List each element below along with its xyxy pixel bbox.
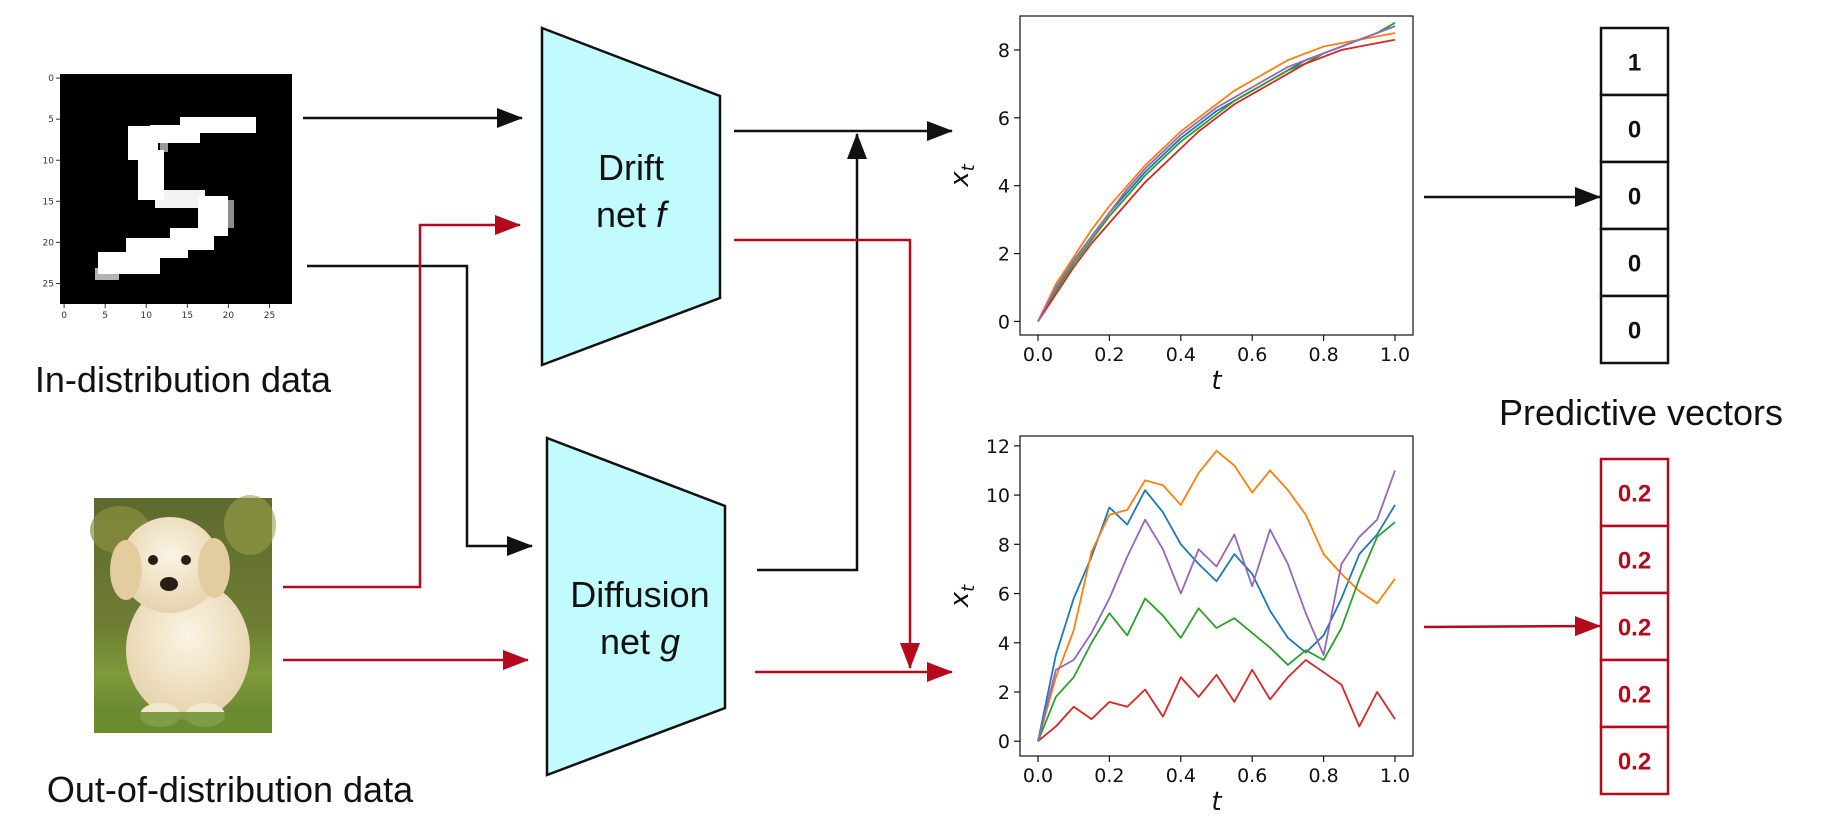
- x-tick-label: 0.6: [1237, 765, 1267, 787]
- digit-five-strokes: [95, 117, 256, 280]
- y-tick-label: 6: [998, 108, 1010, 130]
- vector-cell-value: 0.2: [1618, 548, 1651, 575]
- x-tick-label: 0.0: [1023, 765, 1053, 787]
- mnist-y-tick-label: 15: [43, 197, 54, 207]
- y-tick-label: 4: [998, 633, 1010, 655]
- x-tick-label: 0.8: [1308, 765, 1338, 787]
- y-tick-label: 2: [998, 682, 1010, 704]
- diffusion-trajectories-chart: 0.0 0.2 0.4 0.6 0.8 1.0 0 2 4 6 8 10 12 t xt: [945, 435, 1414, 817]
- x-tick-label: 0.4: [1166, 765, 1196, 787]
- y-tick-label: 8: [998, 534, 1010, 556]
- trajectory-line-2: [1037, 449, 1396, 742]
- mnist-x-tick-label: 0: [61, 311, 67, 321]
- y-tick-label: 6: [998, 584, 1010, 606]
- x-axis-label: t: [1211, 787, 1222, 817]
- vector-cell-value: 1: [1628, 50, 1641, 77]
- drift-net-block: Drift net f: [540, 26, 722, 367]
- x-tick-label: 1.0: [1380, 344, 1410, 366]
- y-tick-label: 4: [998, 176, 1010, 198]
- diffusion-to-top-plot-arrow: [757, 133, 867, 572]
- plot-frame: [1019, 15, 1414, 336]
- mnist-to-diffusion-arrow: [307, 264, 533, 556]
- vector-cell: [1599, 227, 1670, 298]
- trajectory-line-5: [1037, 25, 1396, 322]
- vector-cell: [1599, 524, 1670, 595]
- red-arrows: [283, 215, 1601, 682]
- out-of-distribution-caption: Out-of-distribution data: [47, 769, 414, 810]
- vector-cell-value: 0: [1628, 318, 1641, 345]
- trajectory-line-4: [1037, 38, 1396, 322]
- trajectory-line-2: [1037, 32, 1396, 322]
- plot-frame: [1019, 435, 1414, 757]
- x-tick-label: 0.4: [1166, 344, 1196, 366]
- trajectory-line-5: [1037, 470, 1396, 742]
- drift-net-label-line2: net f: [596, 194, 670, 235]
- mnist-y-tick-label: 5: [48, 115, 54, 125]
- y-axis-label: xt: [945, 163, 979, 187]
- bottom-plot-to-vector-arrow: [1423, 616, 1601, 637]
- vector-cell: [1599, 725, 1670, 796]
- drift-to-bottom-plot-arrow: [734, 238, 920, 669]
- mnist-y-tick-label: 25: [43, 279, 54, 289]
- y-tick-label: 12: [986, 436, 1010, 458]
- puppy-photo: [90, 495, 276, 733]
- vector-cell: [1599, 658, 1670, 729]
- y-tick-label: 8: [998, 40, 1010, 62]
- dog-to-drift-arrow: [283, 215, 521, 589]
- y-tick-label: 0: [998, 311, 1010, 333]
- x-tick-label: 0.0: [1023, 344, 1053, 366]
- vector-cell: [1599, 160, 1670, 231]
- vector-cell-value: 0.2: [1618, 749, 1651, 776]
- vector-cell: [1599, 93, 1670, 164]
- mnist-x-tick-label: 15: [182, 311, 193, 321]
- x-axis-label: t: [1211, 366, 1222, 396]
- vector-cell-value: 0: [1628, 117, 1641, 144]
- in-distribution-caption: In-distribution data: [35, 359, 332, 400]
- vector-cell-value: 0: [1628, 184, 1641, 211]
- y-tick-label: 10: [986, 485, 1010, 507]
- vector-cell-value: 0.2: [1618, 615, 1651, 642]
- drift-trajectories-chart: 0.0 0.2 0.4 0.6 0.8 1.0 0 2 4 6 8 t xt: [945, 15, 1414, 396]
- mnist-y-tick-label: 20: [43, 238, 55, 248]
- vector-cell: [1599, 457, 1670, 528]
- mnist-x-tick-label: 5: [102, 311, 108, 321]
- predictive-vectors-caption: Predictive vectors: [1499, 392, 1783, 433]
- mnist-x-ticks: 0 5 10 15 20 25: [61, 304, 275, 321]
- vector-cell-value: 0.2: [1618, 481, 1651, 508]
- mnist-x-tick-label: 20: [223, 311, 235, 321]
- vector-cell-value: 0: [1628, 251, 1641, 278]
- y-tick-label: 0: [998, 731, 1010, 753]
- vector-cell-value: 0.2: [1618, 682, 1651, 709]
- mnist-y-tick-label: 0: [48, 74, 54, 84]
- out-of-distribution-predictive-vector: 0.2 0.2 0.2 0.2 0.2: [1599, 457, 1670, 796]
- mnist-x-tick-label: 25: [264, 311, 275, 321]
- black-arrows: [303, 108, 1601, 572]
- trajectory-line-3: [1037, 521, 1396, 742]
- y-axis-label: xt: [945, 584, 979, 608]
- diffusion-net-label-line1: Diffusion: [570, 574, 709, 615]
- drift-net-label-line1: Drift: [598, 147, 664, 188]
- mnist-digit-five-image: 0 5 10 15 20 25 0 5 10 15 20 25: [43, 74, 292, 321]
- mnist-y-tick-label: 10: [43, 156, 55, 166]
- diffusion-net-label-line2: net g: [600, 621, 680, 662]
- x-tick-label: 0.2: [1094, 765, 1124, 787]
- vector-cell: [1599, 294, 1670, 365]
- trajectory-line-4: [1037, 659, 1396, 742]
- mnist-y-ticks: 0 5 10 15 20 25: [43, 74, 60, 289]
- x-tick-label: 1.0: [1380, 765, 1410, 787]
- x-tick-label: 0.2: [1094, 344, 1124, 366]
- mnist-x-tick-label: 10: [141, 311, 153, 321]
- x-tick-label: 0.6: [1237, 344, 1267, 366]
- in-distribution-predictive-vector: 1 0 0 0 0: [1599, 26, 1670, 365]
- diffusion-net-block: Diffusion net g: [545, 436, 727, 777]
- x-tick-label: 0.8: [1308, 344, 1338, 366]
- y-tick-label: 2: [998, 244, 1010, 266]
